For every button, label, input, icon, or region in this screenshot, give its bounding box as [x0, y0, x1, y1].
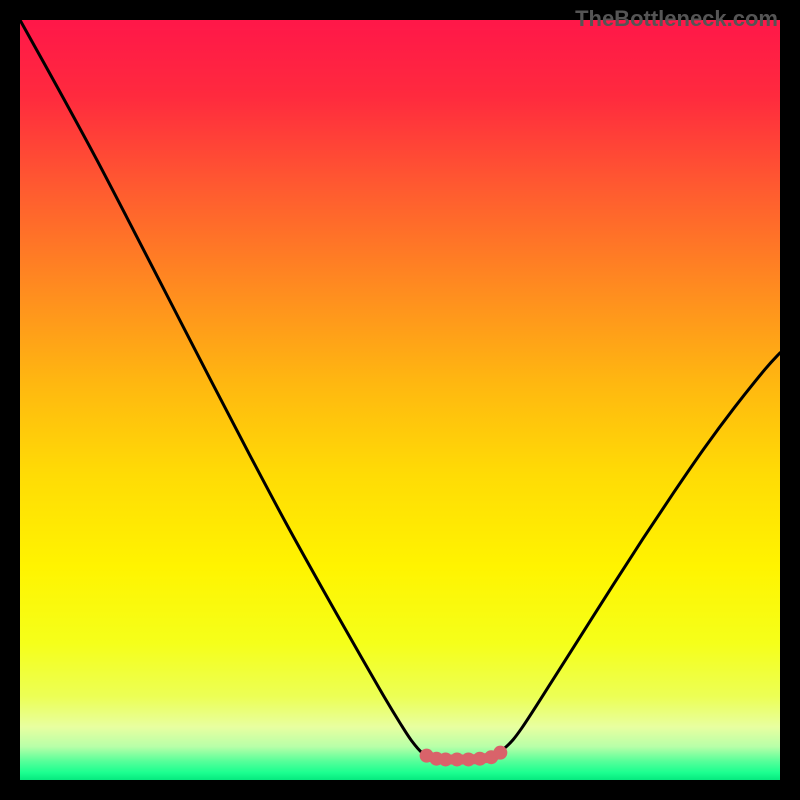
chart-plot-area — [20, 20, 780, 780]
marker-optimal_zone — [493, 746, 507, 760]
chart-frame: TheBottleneck.com — [0, 0, 800, 800]
series-bottleneck_curve — [20, 20, 780, 760]
watermark-text: TheBottleneck.com — [575, 6, 778, 32]
chart-svg-layer — [20, 20, 780, 780]
